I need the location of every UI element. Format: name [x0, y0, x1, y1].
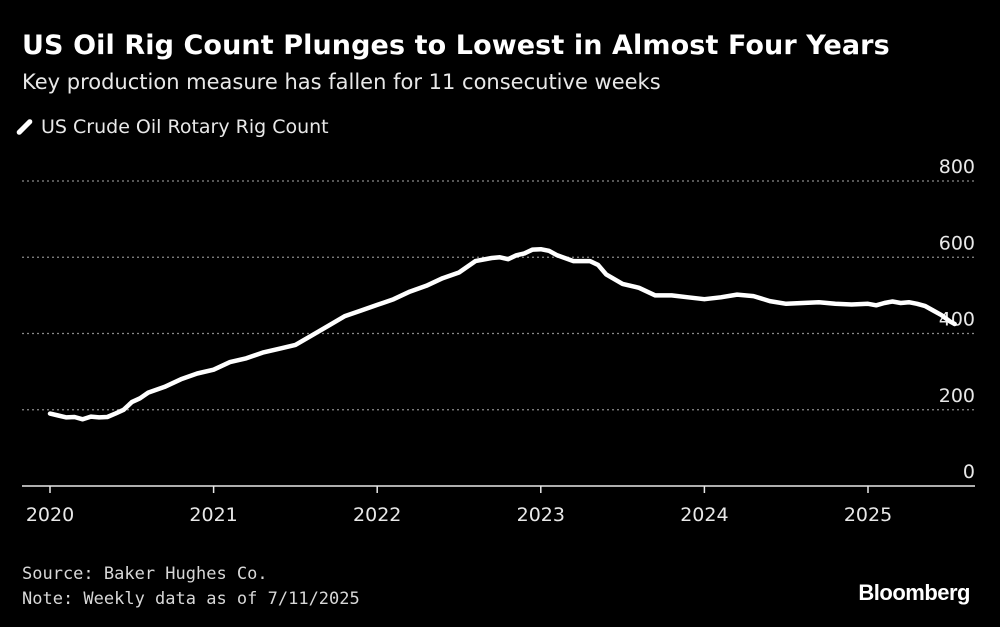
x-tick-label-2025: 2025	[844, 504, 892, 526]
source-note: Source: Baker Hughes Co.	[22, 564, 268, 584]
series-line-us-crude-oil-rig-count	[47, 246, 957, 422]
y-axis-ticks: 0 200 400 600 800	[939, 156, 975, 483]
x-tick-label-2024: 2024	[680, 504, 728, 526]
x-tick-label-2021: 2021	[189, 504, 237, 526]
x-axis-ticks: 2020 2021 2022 2023 2024 2025	[26, 486, 892, 526]
chart-subtitle: Key production measure has fallen for 11…	[22, 70, 661, 94]
x-tick-label-2020: 2020	[26, 504, 74, 526]
y-tick-label-400: 400	[939, 309, 975, 331]
data-note: Note: Weekly data as of 7/11/2025	[22, 589, 360, 609]
y-tick-label-200: 200	[939, 385, 975, 407]
y-tick-label-600: 600	[939, 232, 975, 254]
gridlines	[22, 180, 975, 411]
legend: US Crude Oil Rotary Rig Count	[15, 116, 329, 138]
y-tick-label-0: 0	[963, 461, 975, 483]
x-tick-label-2023: 2023	[517, 504, 565, 526]
legend-label: US Crude Oil Rotary Rig Count	[41, 116, 329, 138]
y-tick-label-800: 800	[939, 156, 975, 178]
chart-title: US Oil Rig Count Plunges to Lowest in Al…	[22, 30, 890, 61]
bloomberg-logo: Bloomberg	[858, 580, 970, 605]
x-tick-label-2022: 2022	[353, 504, 401, 526]
footer: Source: Baker Hughes Co. Note: Weekly da…	[22, 562, 360, 612]
